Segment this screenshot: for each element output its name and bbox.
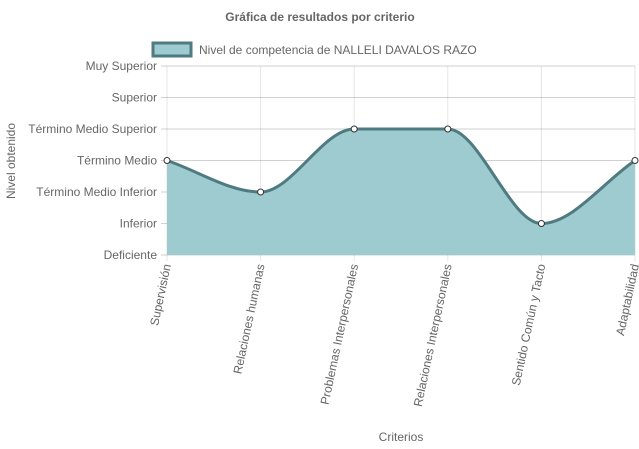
- x-tick-label: Problemas Interpersonales: [318, 263, 362, 406]
- y-tick-label: Término Medio: [77, 154, 157, 168]
- series-area-fill: [167, 129, 635, 255]
- x-axis-ticks: Supervisión Relaciones humanas Problemas I…: [147, 262, 639, 407]
- data-point[interactable]: [537, 220, 545, 227]
- y-axis-ticks: Deficiente Inferior Término Medio Inferior…: [28, 59, 157, 262]
- x-tick-label: Relaciones Interpersonales: [411, 263, 455, 408]
- series-area: [163, 125, 639, 255]
- x-tick-label: Adaptabilidad: [613, 263, 639, 337]
- y-tick-label: Término Medio Superior: [28, 122, 157, 136]
- data-point[interactable]: [163, 157, 171, 164]
- x-axis-label: Criterios: [379, 430, 424, 444]
- chart-title: Gráfica de resultados por criterio: [225, 10, 414, 24]
- y-tick-label: Término Medio Inferior: [36, 185, 157, 199]
- series-line: [166, 127, 636, 226]
- data-point[interactable]: [444, 125, 452, 133]
- y-tick-label: Superior: [112, 91, 157, 105]
- data-point[interactable]: [631, 157, 639, 164]
- data-point[interactable]: [257, 188, 265, 196]
- y-tick-label: Deficiente: [104, 248, 158, 262]
- legend-swatch: [151, 41, 193, 58]
- x-tick-label: Sentido Común y Tacto: [509, 262, 549, 386]
- data-point[interactable]: [350, 125, 358, 133]
- x-tick-label: Relaciones humanas: [231, 263, 268, 376]
- legend-label: Nivel de competencia de NALLELI DAVALOS …: [199, 43, 477, 57]
- y-tick-label: Inferior: [120, 217, 157, 231]
- y-tick-label: Muy Superior: [86, 59, 157, 73]
- x-tick-label: Supervisión: [147, 263, 174, 327]
- y-axis-label: Nivel obtenido: [4, 123, 18, 199]
- legend[interactable]: Nivel de competencia de NALLELI DAVALOS …: [151, 41, 477, 58]
